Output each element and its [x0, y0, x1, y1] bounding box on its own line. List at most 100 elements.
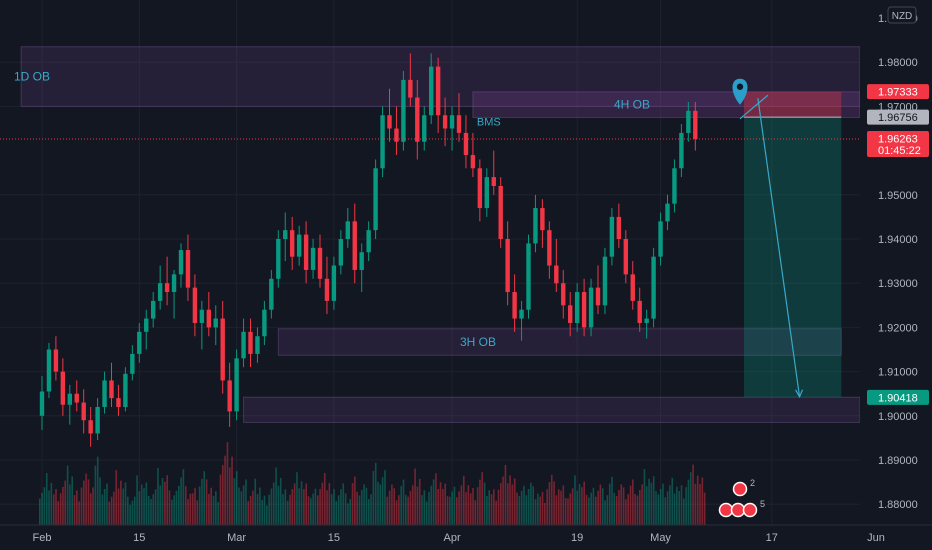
volume-bar [69, 484, 71, 525]
volume-bar [284, 489, 287, 525]
volume-bar [335, 501, 338, 525]
volume-bar [83, 480, 85, 525]
candle-body [693, 110, 698, 139]
zone-4h-ob [472, 91, 861, 118]
candle-body [199, 309, 205, 323]
volume-bar [242, 485, 245, 525]
price-tick-label: 1.94000 [878, 234, 918, 246]
volume-bar [409, 490, 412, 525]
volume-bar [449, 496, 451, 525]
volume-bar [122, 488, 124, 525]
volume-bar [363, 484, 365, 525]
candle-body [373, 168, 378, 231]
price-tick-label: 1.91000 [878, 367, 918, 379]
volume-bar [358, 495, 361, 525]
volume-bar [45, 473, 48, 525]
volume-bar [659, 489, 662, 525]
time-axis[interactable]: Feb 15 Mar 15 Apr 19 May 17 Jun [0, 524, 932, 550]
volume-bar [439, 482, 442, 525]
volume-bar [344, 493, 347, 525]
volume-bar [687, 479, 690, 525]
volume-bar [41, 492, 43, 525]
candle-body [651, 256, 656, 319]
volume-bar [696, 475, 699, 525]
candle-body [484, 177, 489, 209]
zone-1d-ob [20, 46, 861, 107]
volume-bar [277, 485, 280, 525]
volume-bar [136, 475, 138, 525]
volume-bar [553, 481, 555, 525]
volume-bar [469, 493, 472, 525]
volume-bar [317, 495, 319, 525]
volume-bar [351, 483, 354, 525]
volume-bar [182, 469, 185, 525]
volume-bar [92, 487, 94, 525]
volume-bar [152, 494, 155, 525]
candle-body [262, 309, 267, 337]
volume-bar [597, 490, 599, 525]
volume-bar [613, 492, 616, 525]
price-tag [867, 389, 929, 405]
volume-bar [516, 492, 518, 525]
volume-bar [650, 482, 653, 525]
event-flag-icon[interactable] [730, 502, 746, 518]
volume-bar [233, 478, 236, 525]
volume-bar [418, 478, 421, 525]
volume-bar [411, 485, 414, 525]
candle-body [588, 287, 594, 328]
event-flag-icon[interactable] [732, 481, 748, 497]
candle-body [338, 239, 344, 266]
volume-bar [219, 474, 222, 525]
volume-bar [400, 486, 402, 525]
volume-bar [247, 501, 250, 525]
price-tag [867, 109, 929, 125]
event-flag-icon[interactable] [718, 502, 734, 518]
volume-bar [48, 490, 50, 525]
volume-bar [405, 494, 407, 525]
volume-bar [161, 477, 164, 525]
volume-bar [263, 495, 266, 525]
volume-bar [511, 484, 514, 525]
volume-bar [530, 482, 532, 525]
candle-body [609, 216, 615, 257]
volume-bar [270, 488, 273, 525]
volume-bar [210, 487, 212, 525]
volume-bar [226, 442, 229, 525]
volume-bar [604, 500, 606, 525]
volume-bar [252, 490, 254, 525]
bms-label: BMS [477, 116, 501, 128]
volume-bar [606, 495, 609, 525]
volume-bar [340, 489, 342, 525]
volume-bar [215, 491, 217, 525]
short-position-tool[interactable] [743, 91, 842, 398]
price-axis[interactable]: 1.980001.970001.950001.940001.930001.920… [860, 0, 932, 550]
volume-bar [73, 495, 76, 525]
candle-body [366, 230, 371, 253]
volume-bar [625, 499, 627, 525]
take-profit-zone[interactable] [743, 117, 842, 398]
candle-body [547, 230, 552, 266]
currency-badge[interactable]: NZD [887, 6, 917, 24]
volume-bar [145, 482, 148, 525]
volume-bar [377, 481, 379, 525]
price-tick-label: 1.92000 [878, 322, 918, 334]
time-tick-label: May [650, 532, 671, 544]
event-flag-icon[interactable] [742, 502, 758, 518]
volume-bar [310, 498, 312, 525]
volume-bar [578, 483, 581, 525]
volume-bar [131, 500, 134, 525]
volume-bar [662, 483, 664, 525]
candle-body [74, 393, 79, 403]
volume-bar [342, 483, 345, 525]
price-tag-label: 1.96263 [878, 133, 918, 145]
candle-body [422, 115, 427, 142]
volume-bar [407, 496, 409, 525]
volume-bar [652, 476, 655, 525]
volume-bar [462, 475, 465, 525]
candle-body [227, 380, 232, 412]
event-count-label: 2 [750, 478, 755, 488]
volume-bar [583, 481, 585, 525]
